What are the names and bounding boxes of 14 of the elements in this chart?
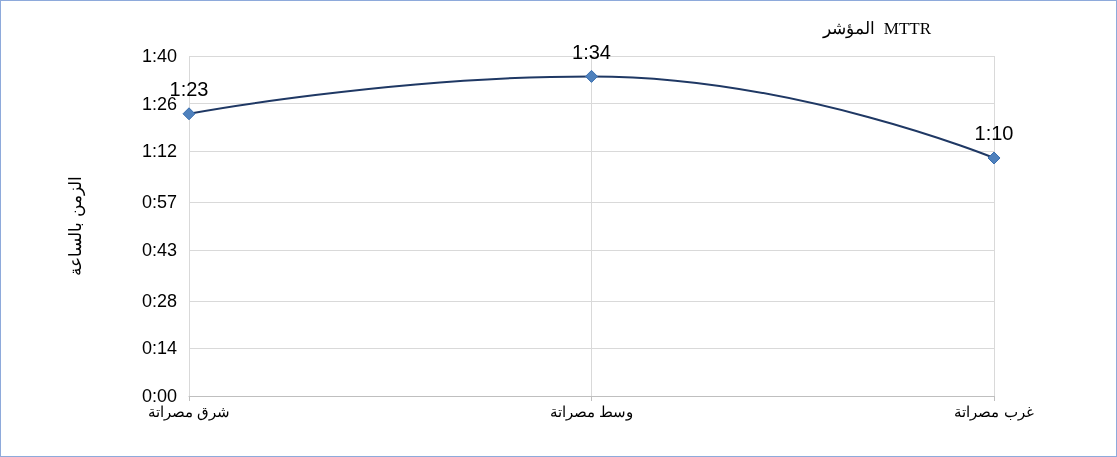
chart-title: المؤشر MTTR [822, 19, 932, 39]
x-tick-label: شرق مصراتة [147, 403, 231, 421]
y-tick-label: 0:00 [141, 386, 177, 406]
y-tick-label: 0:28 [141, 290, 177, 311]
y-tick-label: 1:12 [141, 141, 177, 162]
y-tick-label: 1:40 [141, 46, 177, 66]
data-label: 1:10 [974, 122, 1014, 145]
y-axis-title: الزمن بالساعة [66, 176, 86, 276]
x-tick-label: غرب مصراتة [954, 403, 1034, 421]
x-tick-label: وسط مصراتة [549, 403, 634, 421]
y-tick-label: 0:43 [141, 239, 177, 260]
y-tick-label: 0:14 [141, 338, 177, 359]
y-tick-label: 0:57 [141, 192, 177, 213]
data-label: 1:34 [572, 40, 611, 63]
